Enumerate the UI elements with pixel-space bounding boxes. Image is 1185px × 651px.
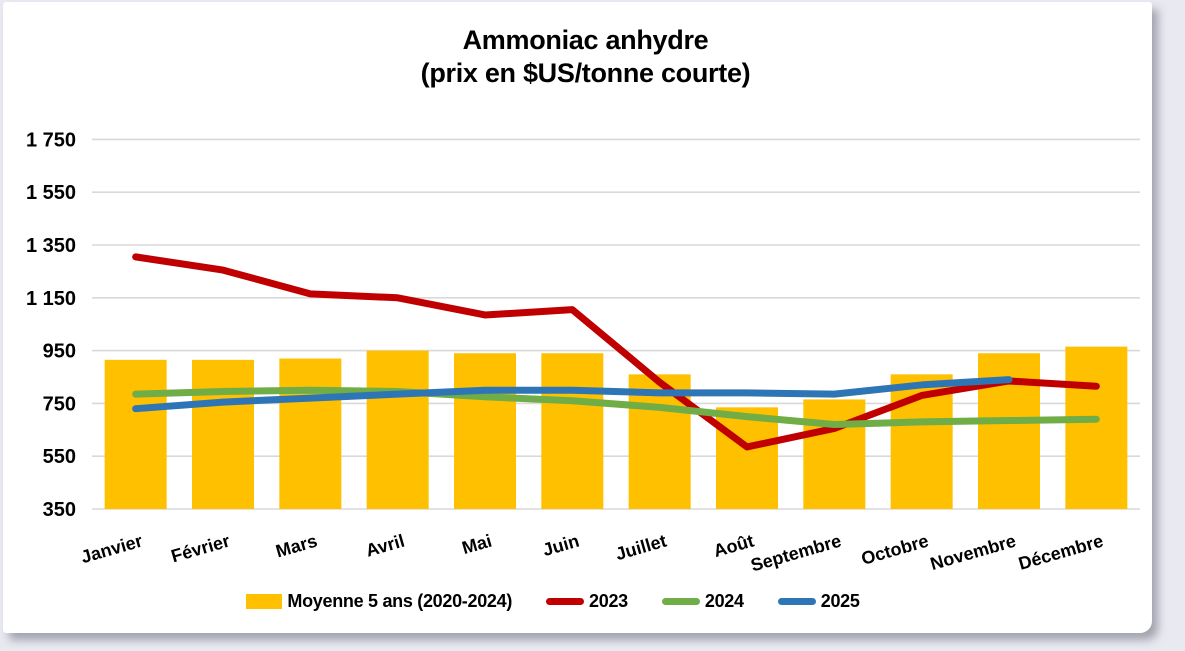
x-axis-month-labels: Janvier Février Mars Avril Mai Juin Juillet Aoû… <box>79 531 1106 576</box>
x-tick-label-Juin: Juin <box>540 531 581 560</box>
bar-Avril <box>366 350 429 509</box>
y-axis-tick-labels: 350 550 750 950 1 150 1 350 1 550 1 750 <box>26 129 76 521</box>
legend-item-2025: 2025 <box>777 591 860 612</box>
x-tick-label-Mai: Mai <box>460 531 494 558</box>
line-series-2025 <box>132 376 1013 413</box>
legend-label-moyenne-5-ans: Moyenne 5 ans (2020-2024) <box>287 591 513 611</box>
bar-Mai <box>454 353 516 509</box>
chart-legend: Moyenne 5 ans (2020-2024) 2023 2024 2025 <box>3 591 1103 612</box>
x-tick-label-Août: Août <box>711 531 756 562</box>
bar-Août <box>716 407 778 509</box>
line-series-2024 <box>132 386 1100 429</box>
legend-label-2023: 2023 <box>589 591 628 611</box>
legend-item-2023: 2023 <box>546 591 628 612</box>
bar-Décembre <box>1065 346 1128 509</box>
legend-label-2025: 2025 <box>820 591 860 611</box>
bar-Mars <box>279 358 342 509</box>
y-tick-label: 1 350 <box>26 235 76 257</box>
chart-title-line2: (prix en $US/tonne courte) <box>420 57 751 88</box>
legend-item-moyenne-5-ans: Moyenne 5 ans (2020-2024) <box>246 591 512 612</box>
legend-swatch-moyenne-5-ans <box>246 594 283 609</box>
legend-swatch-2024 <box>661 598 700 605</box>
y-tick-label: 950 <box>43 341 76 363</box>
bars-group <box>104 346 1128 509</box>
chart-title-line1: Ammoniac anhydre <box>462 25 709 55</box>
x-tick-label-Décembre: Décembre <box>1016 531 1105 574</box>
y-tick-label: 750 <box>43 393 76 415</box>
x-tick-label-Avril: Avril <box>363 531 406 561</box>
x-tick-label-Septembre: Septembre <box>748 531 843 576</box>
y-tick-label: 1 550 <box>26 182 76 204</box>
bar-Février <box>192 359 254 509</box>
x-tick-label-Janvier: Janvier <box>79 531 145 568</box>
gridlines-group <box>92 138 1140 510</box>
bar-Janvier <box>104 359 167 509</box>
x-tick-label-Mars: Mars <box>274 531 320 562</box>
legend-swatch-2023 <box>546 598 585 605</box>
x-tick-label-Février: Février <box>169 531 232 567</box>
bar-Septembre <box>803 399 866 509</box>
bar-Novembre <box>978 353 1040 509</box>
chart-card: Ammoniac anhydre (prix en $US/tonne cour… <box>3 2 1152 633</box>
x-tick-label-Juillet: Juillet <box>613 531 669 565</box>
bar-Octobre <box>890 374 953 509</box>
y-tick-label: 550 <box>43 446 76 468</box>
chart-title: Ammoniac anhydre (prix en $US/tonne cour… <box>3 24 1168 90</box>
legend-item-2024: 2024 <box>661 591 744 612</box>
y-tick-label: 1 750 <box>26 129 76 151</box>
bar-Juin <box>541 353 604 509</box>
line-series-2023 <box>132 253 1100 451</box>
legend-label-2024: 2024 <box>704 591 744 611</box>
x-tick-label-Octobre: Octobre <box>859 531 931 569</box>
bar-Juillet <box>628 374 691 509</box>
legend-swatch-2025 <box>777 598 816 605</box>
x-tick-label-Novembre: Novembre <box>928 531 1018 574</box>
y-tick-label: 350 <box>43 499 76 521</box>
lines-group <box>132 253 1100 451</box>
y-tick-label: 1 150 <box>26 288 76 310</box>
